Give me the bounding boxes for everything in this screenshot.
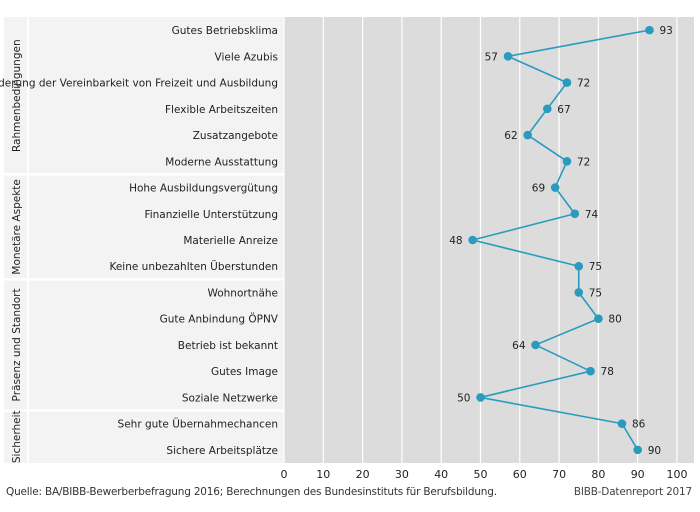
x-tick-label: 10 — [316, 468, 330, 481]
category-label: Zusatzangebote — [193, 130, 278, 142]
data-label: 93 — [659, 25, 672, 37]
x-tick-label: 90 — [631, 468, 645, 481]
group-label: Monetäre Aspekte — [11, 179, 23, 274]
data-label: 75 — [589, 261, 602, 273]
data-point — [550, 183, 560, 192]
category-label: Keine unbezahlten Überstunden — [109, 260, 278, 273]
category-label: Wohnortnähe — [207, 287, 278, 299]
data-point — [562, 78, 572, 87]
data-point — [468, 235, 477, 245]
data-label: 64 — [512, 340, 526, 352]
x-tick-label: 50 — [474, 468, 488, 481]
category-label: Förderung der Vereinbarkeit von Freizeit… — [0, 78, 278, 90]
data-point — [645, 25, 654, 35]
data-label: 57 — [485, 51, 498, 63]
data-point — [523, 130, 532, 140]
data-point — [633, 445, 642, 455]
x-tick-label: 0 — [281, 468, 288, 481]
label-panel — [4, 17, 284, 463]
data-label: 78 — [601, 366, 614, 378]
data-point — [586, 366, 595, 376]
x-tick-label: 20 — [356, 468, 370, 481]
group-label: Sicherheit — [11, 410, 23, 463]
category-label: Sichere Arbeitsplätze — [166, 445, 278, 457]
data-label: 75 — [589, 287, 602, 299]
data-point — [617, 419, 627, 428]
data-label: 62 — [504, 130, 517, 142]
category-label: Soziale Netzwerke — [182, 392, 278, 404]
data-label: 67 — [557, 104, 570, 116]
data-point — [531, 340, 540, 350]
x-tick-label: 40 — [434, 468, 448, 481]
data-label: 72 — [577, 156, 590, 168]
category-label: Materielle Anreize — [183, 235, 278, 247]
data-label: 48 — [449, 235, 462, 247]
data-label: 90 — [648, 445, 661, 457]
x-tick-label: 30 — [395, 468, 409, 481]
plot-area — [284, 17, 694, 463]
data-point — [503, 52, 513, 61]
category-label: Hohe Ausbildungsvergütung — [129, 183, 278, 195]
data-point — [543, 104, 552, 114]
group-label: Rahmenbedingungen — [11, 39, 23, 152]
category-label: Flexible Arbeitszeiten — [165, 104, 278, 116]
x-tick-label: 60 — [513, 468, 527, 481]
data-point — [574, 288, 584, 297]
category-label: Moderne Ausstattung — [165, 156, 278, 168]
x-tick-label: 80 — [591, 468, 605, 481]
data-label: 50 — [457, 392, 470, 404]
data-point — [574, 261, 584, 271]
category-label: Finanzielle Unterstützung — [144, 209, 278, 221]
brand-note: BIBB-Datenreport 2017 — [573, 486, 692, 498]
data-label: 80 — [608, 314, 621, 326]
x-tick-label: 100 — [667, 468, 688, 481]
data-label: 74 — [585, 209, 599, 221]
category-label: Gute Anbindung ÖPNV — [160, 313, 279, 326]
data-point — [562, 156, 572, 166]
data-label: 72 — [577, 78, 590, 90]
data-point — [570, 209, 580, 219]
category-label: Betrieb ist bekannt — [178, 340, 278, 352]
category-label: Viele Azubis — [215, 51, 278, 63]
category-label: Gutes Betriebsklima — [172, 25, 278, 37]
data-label: 69 — [532, 183, 545, 195]
data-point — [594, 314, 603, 324]
data-label: 86 — [632, 419, 646, 431]
category-label: Sehr gute Übernahmechancen — [118, 418, 278, 431]
x-tick-label: 70 — [552, 468, 566, 481]
category-label: Gutes Image — [211, 366, 278, 378]
group-label: Präsenz und Standort — [11, 288, 23, 401]
source-note: Quelle: BA/BIBB-Bewerberbefragung 2016; … — [6, 486, 497, 498]
data-point — [476, 393, 485, 402]
